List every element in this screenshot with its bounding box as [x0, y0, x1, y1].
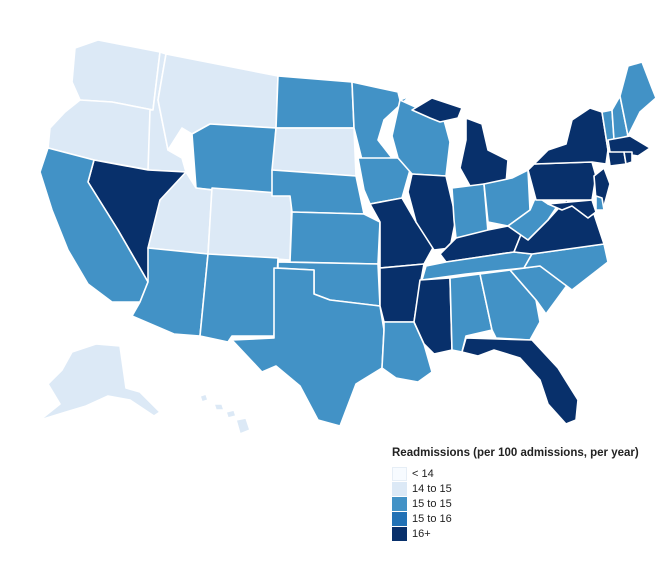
- state-TX: [231, 267, 385, 427]
- state-NM: [199, 253, 279, 343]
- state-IN: [451, 183, 489, 239]
- state-MI: [411, 97, 463, 123]
- state-MI-lower: [459, 117, 509, 187]
- state-AK: [39, 343, 161, 421]
- state-CA: [39, 147, 149, 303]
- legend-label: 14 to 15: [412, 482, 452, 495]
- legend-item: < 14: [392, 466, 642, 481]
- state-KS: [289, 211, 381, 265]
- state-CO: [207, 187, 293, 261]
- legend-items: < 14 14 to 15 15 to 15 15 to 16 16+: [392, 466, 642, 541]
- state-ND: [275, 75, 355, 129]
- state-HI-2: [213, 403, 225, 411]
- state-SD: [271, 127, 357, 177]
- legend-label: 15 to 16: [412, 512, 452, 525]
- state-MO: [369, 197, 435, 269]
- state-NY: [533, 107, 609, 165]
- legend-item: 16+: [392, 526, 642, 541]
- legend-item: 15 to 15: [392, 496, 642, 511]
- legend-item: 14 to 15: [392, 481, 642, 496]
- state-RI: [623, 151, 633, 165]
- state-PA: [527, 161, 597, 201]
- legend-title: Readmissions (per 100 admissions, per ye…: [392, 447, 639, 459]
- state-MD: [547, 199, 597, 219]
- legend-swatch: [392, 481, 407, 496]
- legend-label: 15 to 15: [412, 497, 452, 510]
- state-HI-1: [199, 393, 209, 403]
- legend-label: < 14: [412, 467, 434, 480]
- state-MN: [351, 81, 411, 161]
- state-IL: [407, 173, 457, 251]
- legend-label: 16+: [412, 527, 431, 540]
- state-WY: [191, 123, 277, 197]
- legend-swatch: [392, 526, 407, 541]
- state-ME: [619, 61, 657, 137]
- legend-item: 15 to 16: [392, 511, 642, 526]
- state-HI-3: [225, 409, 237, 419]
- state-IA: [357, 157, 411, 205]
- legend-swatch: [392, 511, 407, 526]
- state-FL: [461, 337, 579, 425]
- state-HI-4: [235, 417, 251, 435]
- state-CT: [607, 151, 627, 167]
- state-DE: [595, 195, 605, 211]
- legend-swatch: [392, 496, 407, 511]
- state-WA: [71, 39, 161, 111]
- legend-swatch: [392, 466, 407, 481]
- legend: Readmissions (per 100 admissions, per ye…: [392, 447, 642, 541]
